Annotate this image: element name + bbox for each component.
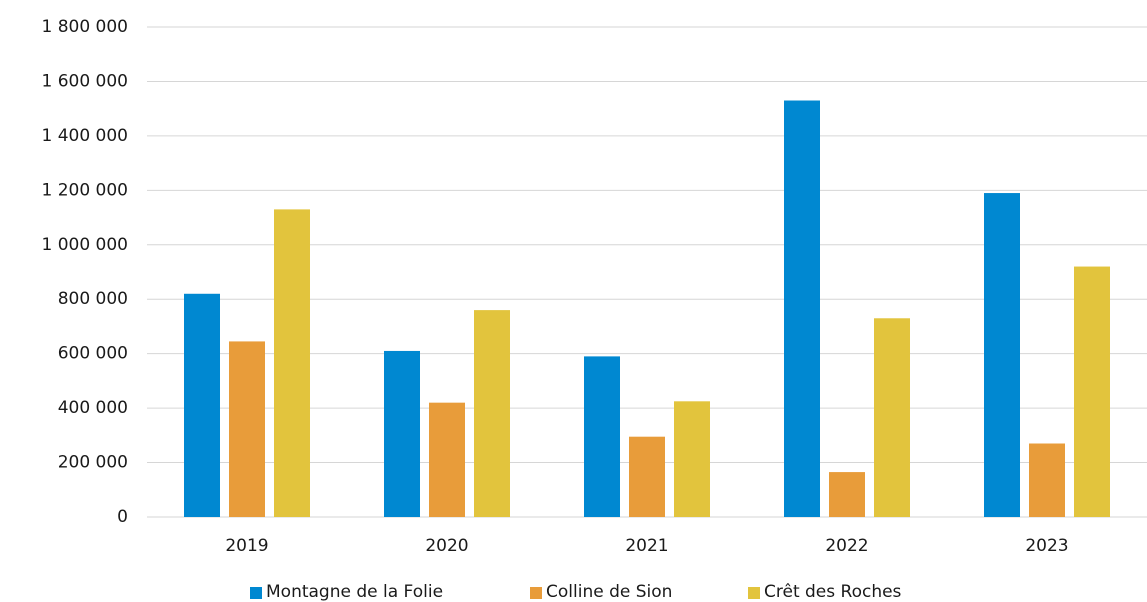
x-tick-label: 2021 xyxy=(625,536,668,556)
legend-label: Colline de Sion xyxy=(546,582,672,602)
y-tick-label: 600 000 xyxy=(58,344,128,364)
bar xyxy=(874,318,910,517)
bar xyxy=(984,193,1020,518)
bar xyxy=(384,350,420,517)
y-tick-label: 1 200 000 xyxy=(41,180,128,200)
bar xyxy=(1029,443,1065,517)
x-tick-label: 2019 xyxy=(225,536,268,556)
bar xyxy=(784,100,820,517)
bar xyxy=(829,472,865,517)
x-tick-label: 2022 xyxy=(825,536,868,556)
bar xyxy=(474,310,510,517)
x-tick-label: 2023 xyxy=(1025,536,1068,556)
bar xyxy=(629,436,665,517)
y-tick-label: 1 800 000 xyxy=(41,17,128,37)
bar xyxy=(274,209,310,517)
y-tick-label: 1 000 000 xyxy=(41,235,128,255)
legend-swatch xyxy=(530,587,542,599)
bar xyxy=(184,293,220,517)
y-tick-label: 1 400 000 xyxy=(41,126,128,146)
x-tick-label: 2020 xyxy=(425,536,468,556)
bar xyxy=(674,401,710,517)
legend-swatch xyxy=(748,587,760,599)
bar xyxy=(584,356,620,517)
y-tick-label: 800 000 xyxy=(58,289,128,309)
legend-label: Crêt des Roches xyxy=(764,582,902,602)
y-tick-label: 0 xyxy=(117,507,128,527)
y-tick-label: 200 000 xyxy=(58,453,128,473)
legend-label: Montagne de la Folie xyxy=(266,582,443,602)
bar xyxy=(1074,266,1110,517)
bar xyxy=(229,341,265,517)
legend-swatch xyxy=(250,587,262,599)
y-tick-label: 400 000 xyxy=(58,398,128,418)
bar xyxy=(429,402,465,517)
y-tick-label: 1 600 000 xyxy=(41,71,128,91)
